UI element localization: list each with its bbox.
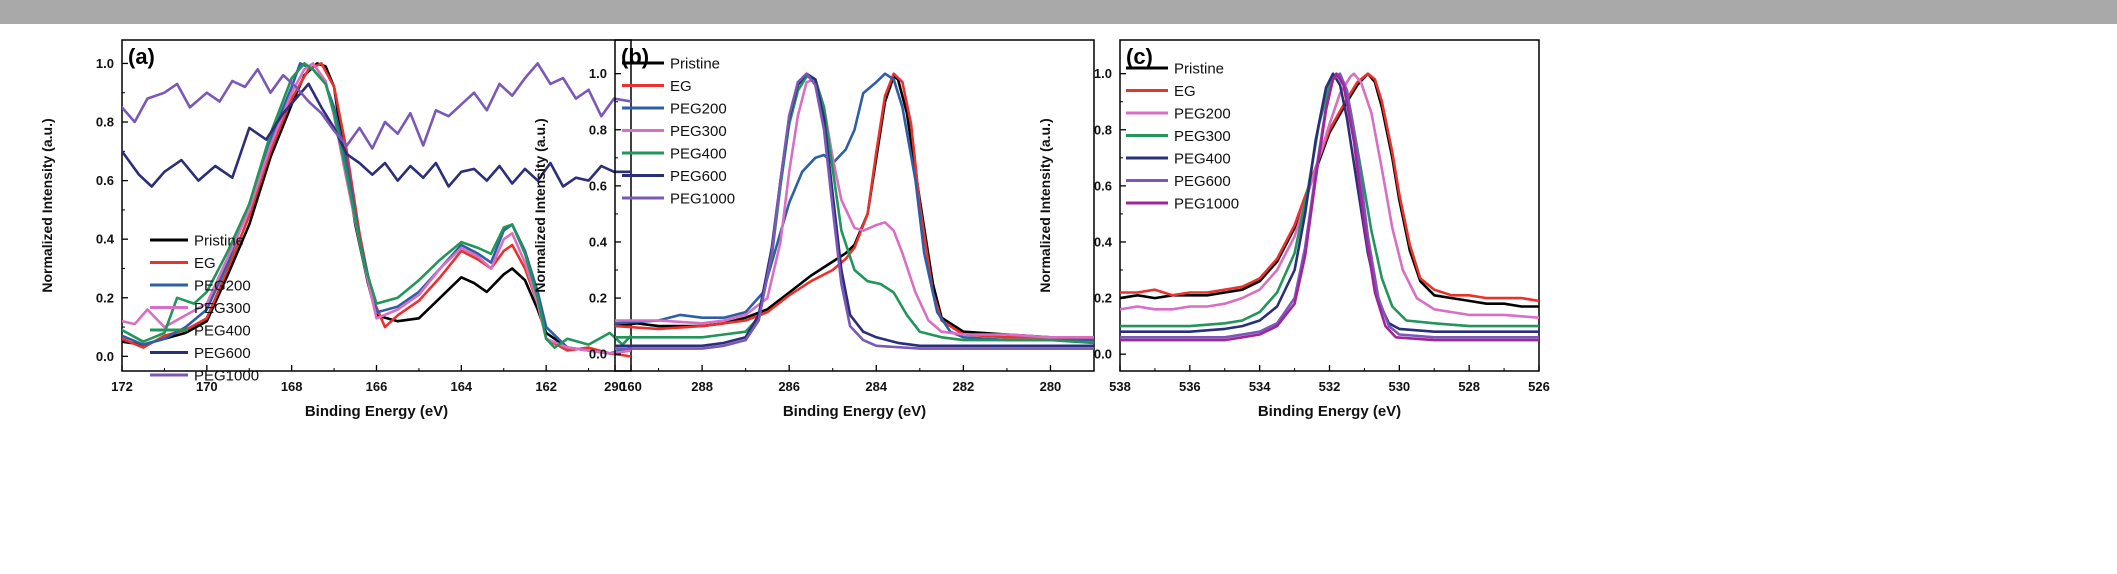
x-tick-label: 536 — [1179, 379, 1201, 394]
series-line-peg400 — [1120, 72, 1539, 333]
x-tick-label: 168 — [281, 379, 303, 394]
x-tick-label: 538 — [1109, 379, 1131, 394]
legend-label: PEG600 — [670, 168, 727, 185]
series-line-peg400 — [122, 62, 631, 349]
y-tick-label: 0.0 — [1094, 347, 1112, 362]
series-line-peg200 — [1120, 72, 1539, 319]
series-line-peg600 — [122, 82, 631, 188]
series-lines — [615, 72, 1094, 350]
series-line-peg300 — [615, 78, 1094, 339]
legend-label: EG — [194, 255, 216, 272]
chart-panel-0: 172 170 168 166 164 162 160 0.0 0.2 0.4 0.6 0.8 1.0 B… — [39, 39, 642, 420]
legend-label: PEG300 — [194, 300, 251, 317]
series-line-peg600 — [615, 72, 1094, 348]
x-tick-label: 288 — [691, 379, 713, 394]
x-tick-label: 286 — [778, 379, 800, 394]
y-tick-label: 0.8 — [96, 115, 114, 130]
series-line-peg200 — [615, 72, 1094, 342]
y-tick-label: 0.0 — [96, 349, 114, 364]
x-axis-label: Binding Energy (eV) — [783, 403, 926, 420]
y-tick-label: 0.8 — [1094, 122, 1112, 137]
series-line-peg1000 — [615, 72, 1094, 350]
x-tick-label: 284 — [865, 379, 887, 394]
legend: Pristine EG PEG200 PEG300 PEG400 PEG600 PEG100… — [150, 233, 259, 385]
legend-label: PEG600 — [1174, 173, 1231, 190]
top-border-bar — [0, 0, 2117, 24]
y-tick-label: 0.6 — [1094, 178, 1112, 193]
x-tick-label: 166 — [366, 379, 388, 394]
legend: Pristine EG PEG200 PEG300 PEG400 PEG600 PEG100… — [622, 56, 735, 208]
series-line-peg1000 — [1120, 72, 1539, 342]
series-line-peg200 — [122, 62, 631, 355]
legend-label: PEG1000 — [670, 191, 735, 208]
legend-label: Pristine — [1174, 61, 1224, 78]
y-axis-label: Normalized Intensity (a.u.) — [532, 118, 548, 292]
y-tick-label: 0.2 — [1094, 291, 1112, 306]
x-tick-label: 530 — [1388, 379, 1410, 394]
legend-label: PEG300 — [1174, 128, 1231, 145]
x-axis-label: Binding Energy (eV) — [1258, 403, 1401, 420]
series-line-pristine — [1120, 72, 1539, 308]
y-tick-label: 0.4 — [1094, 234, 1113, 249]
y-tick-label: 0.6 — [589, 178, 607, 193]
y-tick-label: 0.6 — [96, 173, 114, 188]
y-tick-label: 1.0 — [589, 66, 607, 81]
legend-label: PEG400 — [1174, 151, 1231, 168]
x-tick-label: 534 — [1249, 379, 1271, 394]
legend: Pristine EG PEG200 PEG300 PEG400 PEG600 PEG100… — [1126, 61, 1239, 213]
y-tick-label: 0.4 — [96, 232, 115, 247]
series-line-peg1000 — [122, 62, 631, 150]
x-tick-label: 164 — [450, 379, 472, 394]
legend-label: PEG200 — [194, 278, 251, 295]
legend-label: PEG300 — [670, 123, 727, 140]
panel-label: (a) — [128, 44, 155, 69]
series-line-eg — [1120, 72, 1539, 303]
series-line-peg400 — [615, 75, 1094, 345]
panel-label: (b) — [621, 44, 649, 69]
y-tick-label: 1.0 — [1094, 66, 1112, 81]
panel-label: (c) — [1126, 44, 1153, 69]
y-axis-label: Normalized Intensity (a.u.) — [39, 118, 55, 292]
x-tick-label: 280 — [1040, 379, 1062, 394]
x-tick-label: 532 — [1319, 379, 1341, 394]
x-tick-label: 160 — [620, 379, 642, 394]
legend-label: Pristine — [194, 233, 244, 250]
x-tick-label: 526 — [1528, 379, 1550, 394]
chart-panel-1: 290 288 286 284 282 280 0.0 0.2 0.4 0.6 0.8 1.0 Bind… — [532, 39, 1095, 420]
legend-label: PEG1000 — [1174, 196, 1239, 213]
x-tick-label: 172 — [111, 379, 133, 394]
y-tick-label: 0.8 — [589, 122, 607, 137]
x-tick-label: 282 — [953, 379, 975, 394]
y-tick-label: 0.4 — [589, 234, 608, 249]
legend-label: PEG1000 — [194, 368, 259, 385]
x-tick-label: 170 — [196, 379, 218, 394]
x-tick-label: 528 — [1458, 379, 1480, 394]
chart-panel-2: 538 536 534 532 530 528 526 0.0 0.2 0.4 0.6 0.8 1.0 B… — [1037, 39, 1550, 420]
plot-frame — [121, 39, 632, 372]
legend-label: PEG400 — [670, 146, 727, 163]
legend-label: PEG400 — [194, 323, 251, 340]
legend-label: EG — [1174, 83, 1196, 100]
x-tick-label: 290 — [604, 379, 626, 394]
y-tick-label: 0.2 — [96, 290, 114, 305]
x-tick-label: 162 — [535, 379, 557, 394]
y-tick-label: 0.2 — [589, 291, 607, 306]
plot-frame — [614, 39, 1095, 372]
legend-label: Pristine — [670, 56, 720, 73]
legend-label: PEG600 — [194, 345, 251, 362]
y-tick-label: 0.0 — [589, 347, 607, 362]
x-axis-label: Binding Energy (eV) — [305, 403, 448, 420]
y-axis-label: Normalized Intensity (a.u.) — [1037, 118, 1053, 292]
series-line-peg300 — [122, 62, 631, 355]
legend-label: EG — [670, 78, 692, 95]
legend-label: PEG200 — [1174, 106, 1231, 123]
series-lines — [1120, 72, 1539, 342]
series-lines — [122, 62, 631, 358]
legend-label: PEG200 — [670, 101, 727, 118]
y-tick-label: 1.0 — [96, 56, 114, 71]
